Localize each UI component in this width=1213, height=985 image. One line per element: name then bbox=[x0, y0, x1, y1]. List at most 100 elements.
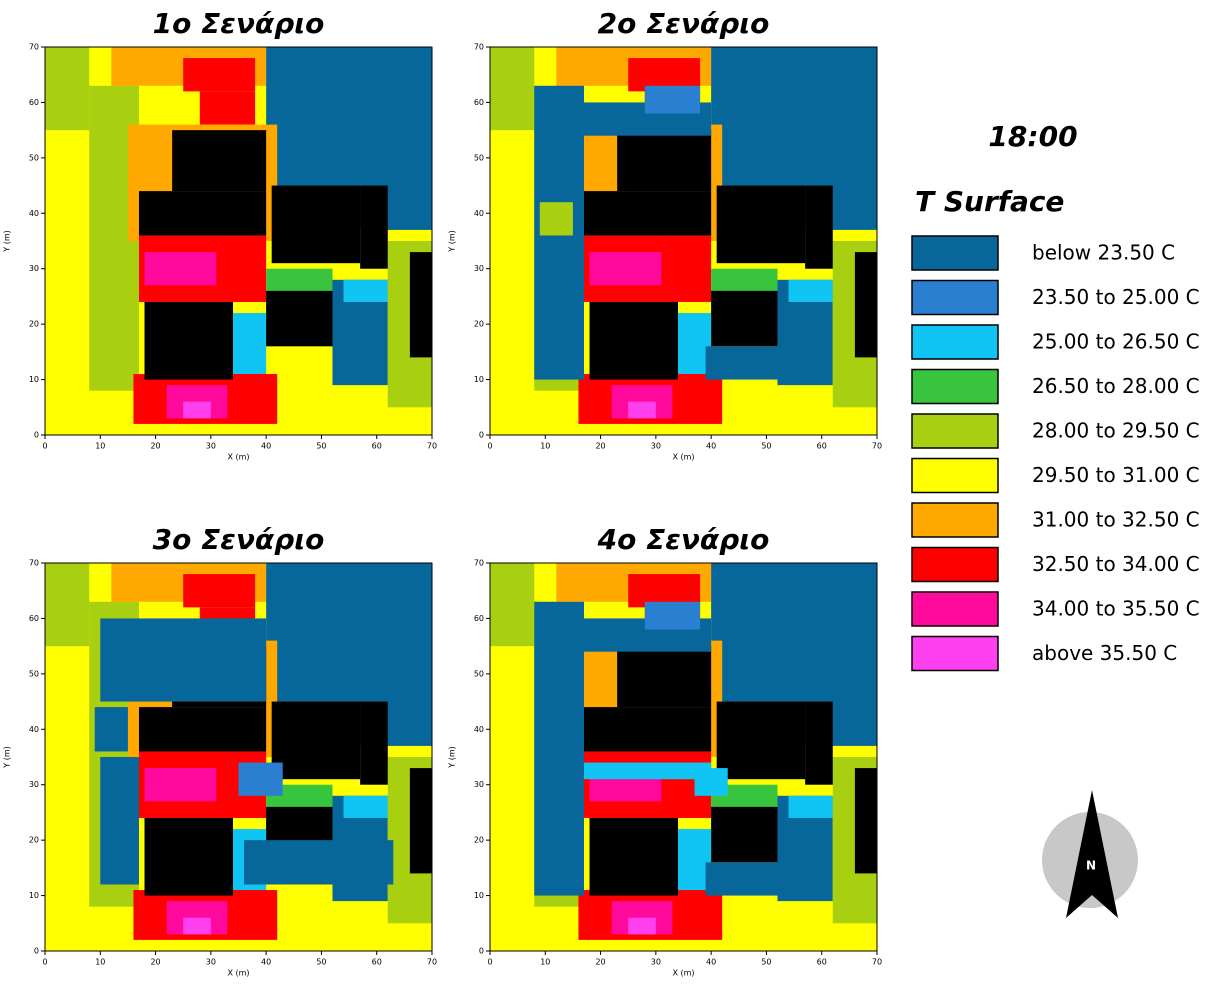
map-region bbox=[183, 58, 256, 92]
x-tick-label: 20 bbox=[595, 442, 605, 451]
map-region bbox=[360, 701, 388, 785]
map-region bbox=[100, 618, 267, 702]
y-axis-label: Y (m) bbox=[3, 746, 12, 768]
x-tick-label: 10 bbox=[95, 442, 105, 451]
legend-swatch bbox=[911, 591, 999, 627]
y-tick-label: 60 bbox=[29, 98, 39, 107]
map-region bbox=[854, 768, 877, 874]
map-region bbox=[144, 817, 233, 896]
map-region bbox=[583, 191, 712, 236]
y-tick-label: 50 bbox=[29, 153, 39, 162]
y-tick-label: 10 bbox=[474, 891, 484, 900]
map-region bbox=[199, 91, 256, 125]
x-tick-label: 70 bbox=[427, 958, 437, 967]
y-tick-label: 20 bbox=[29, 836, 39, 845]
map-region bbox=[144, 301, 233, 380]
map-region bbox=[45, 47, 90, 131]
x-tick-label: 40 bbox=[706, 442, 716, 451]
legend-swatch bbox=[911, 368, 999, 405]
map-region bbox=[644, 85, 701, 114]
plot-frame bbox=[489, 562, 878, 952]
chart-title: 1ο Σενάριο bbox=[153, 7, 325, 40]
y-axis-label: Y (m) bbox=[3, 230, 12, 252]
map-region bbox=[144, 252, 217, 286]
plot-frame bbox=[44, 46, 433, 436]
y-tick-label: 20 bbox=[474, 320, 484, 329]
map-region bbox=[138, 191, 267, 236]
legend-swatch bbox=[911, 457, 999, 494]
y-tick-label: 30 bbox=[474, 264, 484, 273]
y-tick-label: 50 bbox=[474, 153, 484, 162]
map-region bbox=[539, 740, 579, 785]
y-tick-label: 10 bbox=[29, 375, 39, 384]
x-tick-label: 50 bbox=[316, 958, 326, 967]
y-tick-label: 70 bbox=[29, 559, 39, 568]
y-tick-label: 70 bbox=[474, 559, 484, 568]
x-tick-label: 0 bbox=[42, 442, 47, 451]
map-region bbox=[100, 757, 139, 885]
map-region bbox=[628, 401, 656, 419]
y-tick-label: 60 bbox=[474, 614, 484, 623]
chart-title: 4ο Σενάριο bbox=[597, 523, 770, 556]
y-tick-label: 0 bbox=[34, 431, 39, 440]
x-tick-label: 60 bbox=[817, 442, 827, 451]
legend-swatch bbox=[911, 502, 999, 538]
x-tick-label: 0 bbox=[487, 958, 492, 967]
map-region bbox=[716, 185, 806, 264]
plot-frame bbox=[489, 46, 878, 436]
map-region bbox=[271, 701, 361, 780]
x-tick-label: 40 bbox=[261, 958, 271, 967]
chart-title: 2ο Σενάριο bbox=[598, 7, 770, 40]
y-tick-label: 0 bbox=[479, 431, 484, 440]
x-tick-label: 50 bbox=[761, 958, 771, 967]
x-axis-label: X (m) bbox=[672, 969, 694, 978]
x-tick-label: 10 bbox=[540, 442, 550, 451]
time-label: 18:00 bbox=[988, 120, 1077, 153]
y-tick-label: 30 bbox=[474, 780, 484, 789]
x-tick-label: 70 bbox=[872, 958, 882, 967]
x-tick-label: 60 bbox=[372, 958, 382, 967]
y-tick-label: 40 bbox=[29, 209, 39, 218]
y-axis-label: Y (m) bbox=[448, 746, 457, 768]
map-region bbox=[144, 768, 217, 802]
y-tick-label: 10 bbox=[474, 375, 484, 384]
map-region bbox=[244, 840, 394, 885]
svg-text:N: N bbox=[1086, 859, 1096, 873]
map-region bbox=[705, 346, 778, 380]
x-tick-label: 70 bbox=[427, 442, 437, 451]
x-tick-label: 20 bbox=[150, 442, 160, 451]
y-tick-label: 50 bbox=[474, 669, 484, 678]
y-tick-label: 50 bbox=[29, 669, 39, 678]
legend-label: 31.00 to 32.50 C bbox=[1032, 508, 1200, 532]
map-region bbox=[343, 795, 388, 818]
legend-label: 25.00 to 26.50 C bbox=[1032, 330, 1200, 354]
map-region bbox=[138, 707, 267, 752]
y-tick-label: 30 bbox=[29, 264, 39, 273]
legend-label: 32.50 to 34.00 C bbox=[1032, 552, 1200, 576]
map-region bbox=[805, 185, 833, 269]
map-region bbox=[45, 563, 90, 647]
x-tick-label: 30 bbox=[206, 958, 216, 967]
map-region bbox=[266, 290, 333, 347]
map-region bbox=[238, 762, 283, 796]
map-region bbox=[409, 768, 432, 874]
map-region bbox=[490, 563, 535, 647]
x-tick-label: 20 bbox=[150, 958, 160, 967]
x-tick-label: 30 bbox=[651, 442, 661, 451]
x-tick-label: 60 bbox=[817, 958, 827, 967]
x-tick-label: 50 bbox=[316, 442, 326, 451]
x-tick-label: 40 bbox=[261, 442, 271, 451]
map-region bbox=[343, 279, 388, 302]
x-tick-label: 0 bbox=[487, 442, 492, 451]
x-tick-label: 70 bbox=[872, 442, 882, 451]
map-region bbox=[589, 252, 662, 286]
map-region bbox=[788, 279, 833, 302]
map-area bbox=[45, 47, 432, 435]
legend-swatch bbox=[911, 279, 999, 316]
x-tick-label: 20 bbox=[595, 958, 605, 967]
y-tick-label: 20 bbox=[474, 836, 484, 845]
legend-swatch bbox=[911, 635, 999, 672]
legend-label: below 23.50 C bbox=[1032, 241, 1175, 265]
map-region bbox=[711, 806, 778, 863]
